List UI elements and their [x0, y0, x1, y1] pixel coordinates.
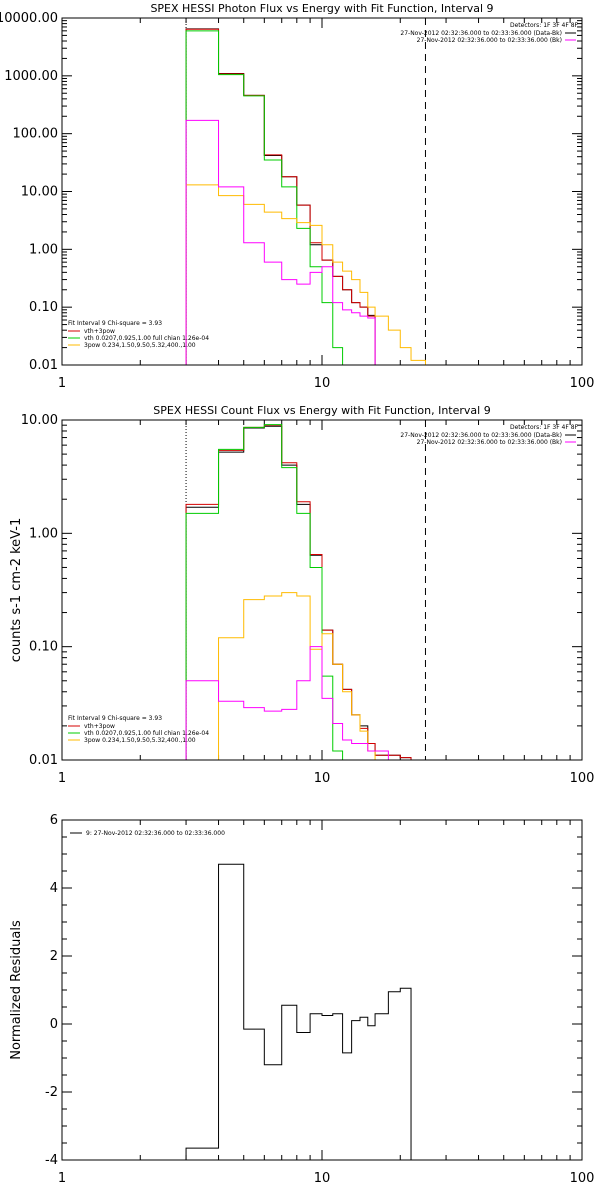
x-tick-label: 100: [570, 1171, 595, 1186]
plot-frame: [61, 17, 583, 366]
chart-title: SPEX HESSI Count Flux vs Energy with Fit…: [153, 404, 490, 417]
y-tick-label: 0.10: [29, 300, 58, 315]
detectors-label: Detectors: 1F 3F 4F 8F: [510, 424, 579, 431]
x-tick-label: 100: [570, 376, 595, 391]
fit-legend-title: Fit Interval 9 Chi-square = 3.93: [68, 320, 162, 327]
time-interval-label: 27-Nov-2012 02:32:36.000 to 02:33:36.000…: [400, 30, 562, 37]
time-interval-label: 27-Nov-2012 02:32:36.000 to 02:33:36.000…: [417, 37, 562, 44]
y-tick-label: 1000.00: [4, 69, 58, 84]
chart-2: SPEX HESSI Count Flux vs Energy with Fit…: [9, 404, 595, 786]
x-tick-label: 1: [58, 1171, 66, 1186]
y-tick-label: 0.10: [29, 640, 58, 655]
series-4-histogram: [218, 592, 376, 760]
time-interval-label: 27-Nov-2012 02:32:36.000 to 02:33:36.000…: [400, 432, 562, 439]
series-5-histogram: [185, 646, 401, 760]
legend-entry: vth 0.0207,0.925,1.00 full chian 1.26e-0…: [84, 335, 209, 342]
legend-entry: vth+3pow: [84, 723, 115, 730]
y-tick-label: 10000.00: [0, 11, 58, 26]
legend-entry: 3pow 0.234,1.50,9.50,5.32,400.,1.00: [84, 737, 196, 744]
x-tick-label: 10: [314, 376, 331, 391]
y-tick-label: 4: [50, 881, 58, 896]
y-tick-label: -4: [45, 1153, 58, 1168]
series-group: [185, 424, 412, 760]
y-tick-label: 100.00: [13, 127, 59, 142]
series-4-histogram: [185, 184, 426, 365]
time-interval-label: 27-Nov-2012 02:32:36.000 to 02:33:36.000…: [417, 439, 562, 446]
x-tick-label: 1: [58, 376, 66, 391]
chart-1: SPEX HESSI Photon Flux vs Energy with Fi…: [0, 2, 595, 391]
fit-legend-title: Fit Interval 9 Chi-square = 3.93: [68, 715, 162, 722]
series-3-histogram: [185, 30, 344, 365]
y-tick-label: 1.00: [29, 242, 58, 257]
x-tick-label: 1: [58, 771, 66, 786]
series-group: [185, 863, 426, 1160]
y-axis-label: counts s-1 cm-2 keV-1: [9, 518, 24, 663]
plot-frame: [61, 819, 583, 1161]
series-3-histogram: [185, 424, 344, 760]
legend-entry: 9: 27-Nov-2012 02:32:36.000 to 02:33:36.…: [86, 830, 225, 837]
y-tick-label: 10.00: [21, 185, 58, 200]
y-tick-label: 6: [50, 813, 58, 828]
x-tick-label: 10: [314, 771, 331, 786]
series-1-histogram: [185, 863, 426, 1160]
x-tick-label: 10: [314, 1171, 331, 1186]
y-tick-label: 0: [50, 1017, 58, 1032]
series-group: [185, 28, 426, 365]
y-axis-label: Normalized Residuals: [9, 920, 24, 1060]
plot-frame: [61, 419, 583, 761]
legend-entry: 3pow 0.234,1.50,9.50,5.32,400.,1.00: [84, 342, 196, 349]
y-tick-label: 0.01: [29, 358, 58, 373]
x-tick-label: 100: [570, 771, 595, 786]
legend-entry: vth 0.0207,0.925,1.00 full chian 1.26e-0…: [84, 730, 209, 737]
y-tick-label: 2: [50, 949, 58, 964]
legend-entry: vth+3pow: [84, 328, 115, 335]
y-tick-label: 1.00: [29, 526, 58, 541]
y-tick-label: -2: [45, 1085, 58, 1100]
y-tick-label: 10.00: [21, 413, 58, 428]
y-tick-label: 0.01: [29, 753, 58, 768]
chart-title: SPEX HESSI Photon Flux vs Energy with Fi…: [150, 2, 493, 15]
detectors-label: Detectors: 1F 3F 4F 8F: [510, 22, 579, 29]
chart-3: 1 10 100 -4 -2 0 2 4 6 Normalized Residuals 9: 27-…: [9, 813, 595, 1186]
series-5-histogram: [185, 119, 376, 365]
